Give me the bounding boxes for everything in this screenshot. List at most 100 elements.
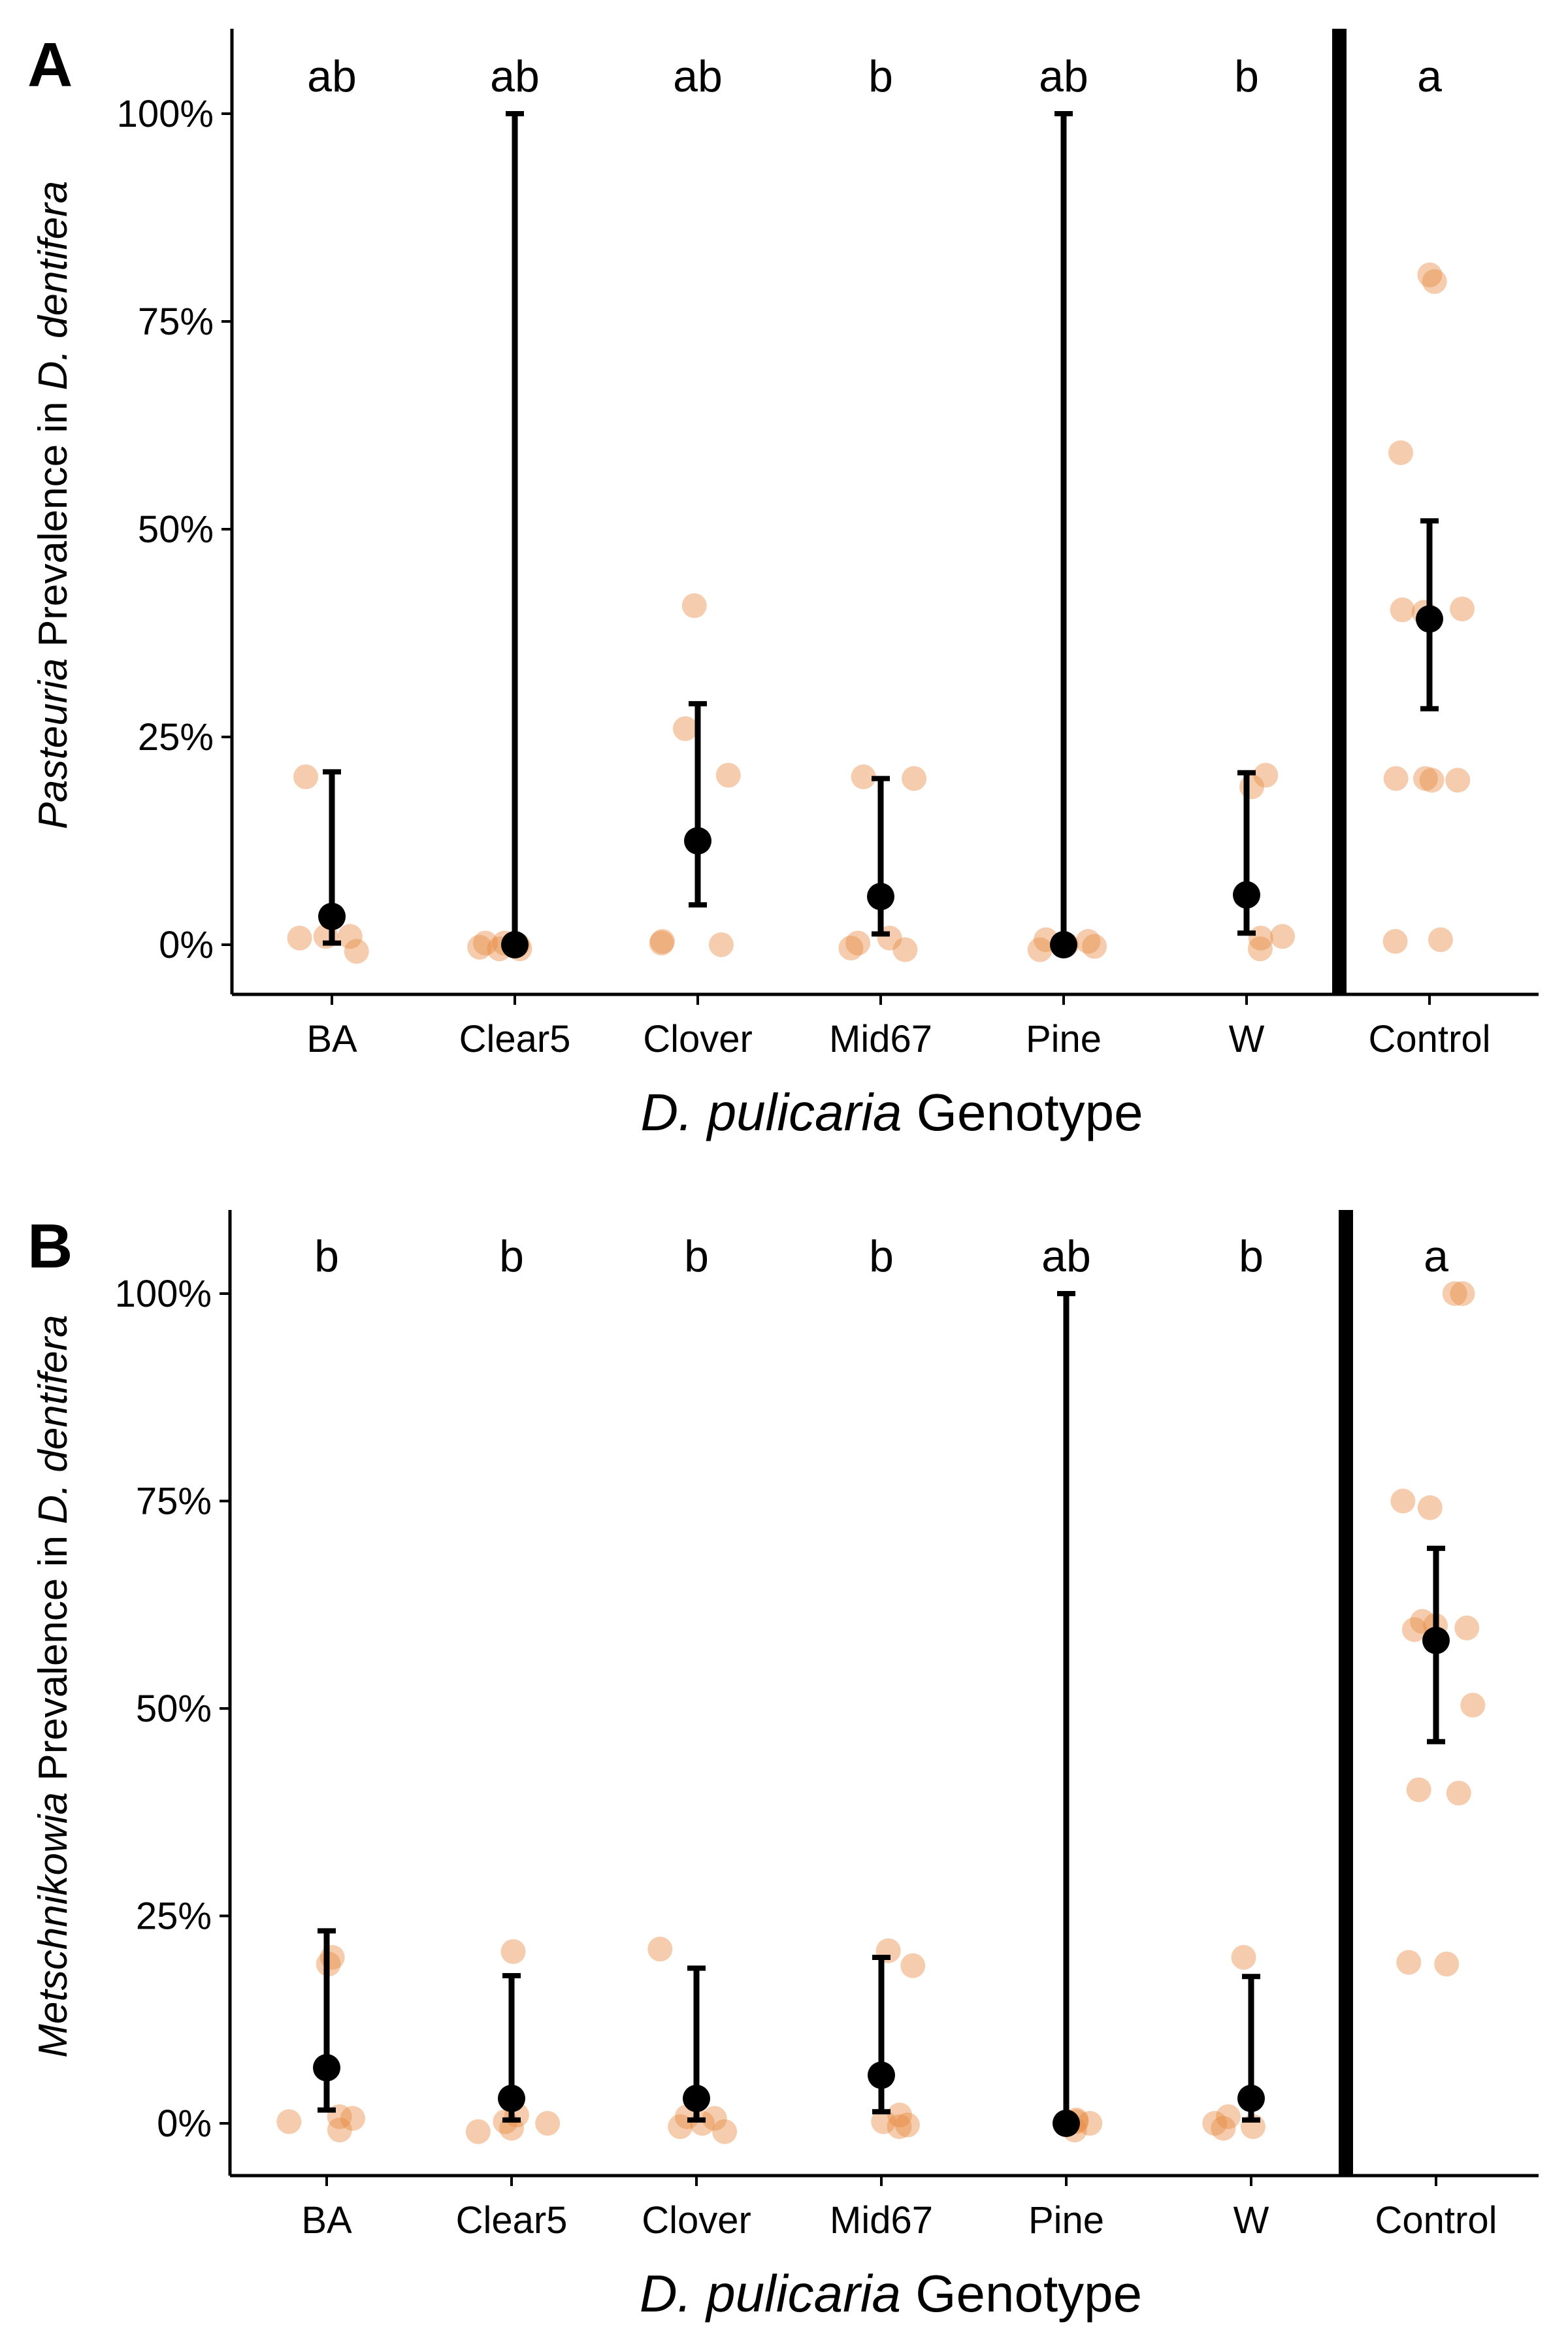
data-point <box>500 1939 526 1965</box>
data-point <box>1442 1281 1467 1306</box>
data-point <box>845 930 871 956</box>
x-axis-title-space <box>901 2264 915 2323</box>
data-point <box>715 762 741 788</box>
significance-letter: a <box>1424 1232 1448 1281</box>
x-tick-label: Control <box>1369 1018 1491 1060</box>
mean-point <box>313 2053 340 2082</box>
data-point <box>1075 928 1101 954</box>
mean-point <box>1416 605 1443 633</box>
data-point <box>887 2102 912 2128</box>
data-point <box>1270 924 1296 949</box>
data-point <box>287 925 312 951</box>
data-point <box>1419 768 1445 793</box>
panel-a: A 0% 25% 50% 75% 100% BA Clear5 Clover Mid67 Pine W… <box>27 29 1539 1141</box>
x-tick-label: BA <box>306 1018 357 1060</box>
y-axis-title-middle: Prevalence in <box>31 401 76 647</box>
x-axis-title-rest: Genotype <box>915 2264 1142 2323</box>
significance-letter: ab <box>1041 1232 1091 1281</box>
mean-point <box>867 883 894 911</box>
y-axis-title-space <box>31 647 76 658</box>
x-tick-label: Pine <box>1026 1018 1102 1060</box>
y-axis-title-species: D. dentifera <box>31 181 76 391</box>
mean-point <box>683 2084 710 2112</box>
data-point <box>1247 936 1273 962</box>
data-point <box>535 2111 561 2136</box>
x-tick-label: Clover <box>643 1018 753 1060</box>
data-point <box>293 764 319 790</box>
x-tick-label: Mid67 <box>830 2199 933 2242</box>
panel-letter: A <box>27 30 73 100</box>
data-point <box>1396 1950 1422 1975</box>
y-axis-title-space <box>31 1781 76 1792</box>
y-axis-title: Pasteuria Prevalence in D. dentifera <box>31 181 76 830</box>
panel-b: B 0% 25% 50% 75% 100% BA Clear5 Clover Mid67 Pine W… <box>27 1210 1539 2323</box>
data-point <box>1454 1615 1480 1641</box>
mean-point <box>1422 1626 1450 1654</box>
significance-letter: a <box>1417 52 1442 101</box>
y-axis-title-space <box>31 1524 76 1535</box>
data-point <box>649 928 675 954</box>
data-point <box>681 593 707 619</box>
significance-letter: b <box>499 1232 524 1281</box>
mean-point <box>1053 2110 1080 2137</box>
data-point <box>894 2112 920 2138</box>
y-tick-label: 75% <box>138 301 214 343</box>
significance-letter: ab <box>1039 52 1088 101</box>
mean-point <box>684 827 711 855</box>
x-tick-label: Clear5 <box>456 2199 568 2242</box>
data-point <box>319 1945 345 1970</box>
data-point <box>472 930 498 956</box>
data-point <box>892 937 918 962</box>
y-axis-title-middle: Prevalence in <box>31 1535 76 1781</box>
data-point <box>327 2117 352 2143</box>
y-axis-title: Metschnikowia Prevalence in D. dentifera <box>31 1315 76 2057</box>
data-point <box>887 2114 912 2140</box>
x-tick-label: Pine <box>1028 2199 1104 2242</box>
data-point <box>1077 2111 1103 2136</box>
y-tick-label: 25% <box>138 716 214 759</box>
data-point <box>647 1936 673 1962</box>
data-point <box>708 932 734 957</box>
x-tick-label: Control <box>1375 2199 1497 2242</box>
data-point <box>672 716 698 742</box>
data-point <box>467 934 493 960</box>
data-point <box>1082 934 1107 959</box>
significance-letter: ab <box>490 52 540 101</box>
x-tick-label: BA <box>301 2199 352 2242</box>
y-tick-label: 50% <box>138 508 214 551</box>
y-axis-title-space <box>31 390 76 401</box>
y-tick-label: 25% <box>136 1895 212 1938</box>
x-tick-label: Clover <box>642 2199 751 2242</box>
y-tick-label: 0% <box>157 2102 212 2145</box>
y-tick-label: 100% <box>115 1273 212 1315</box>
data-point <box>340 2106 365 2131</box>
x-axis-title-species: D. pulicaria <box>640 2264 901 2323</box>
data-point <box>702 2106 727 2131</box>
data-point <box>1406 1777 1431 1803</box>
data-point <box>1390 1488 1416 1514</box>
data-point <box>1413 766 1438 791</box>
mean-point <box>498 2084 525 2112</box>
data-point <box>1383 766 1409 791</box>
x-axis-title-rest: Genotype <box>917 1083 1143 1141</box>
data-point <box>1446 1780 1471 1806</box>
x-tick-label: W <box>1229 1018 1265 1060</box>
x-axis-title: D. pulicaria Genotype <box>640 2264 1142 2323</box>
significance-letter: b <box>314 1232 339 1281</box>
mean-point <box>868 2061 895 2089</box>
data-point <box>871 2109 896 2134</box>
data-point <box>668 2114 693 2140</box>
data-point <box>838 936 864 961</box>
data-point <box>1401 1617 1427 1642</box>
significance-letter: ab <box>673 52 723 101</box>
data-point <box>1253 762 1279 788</box>
mean-point <box>501 931 529 958</box>
data-point <box>465 2119 491 2144</box>
data-point <box>276 2109 302 2134</box>
data-point <box>1202 2111 1228 2136</box>
y-tick-label: 100% <box>117 93 214 135</box>
data-point <box>1390 597 1415 623</box>
significance-letter: ab <box>307 52 357 101</box>
